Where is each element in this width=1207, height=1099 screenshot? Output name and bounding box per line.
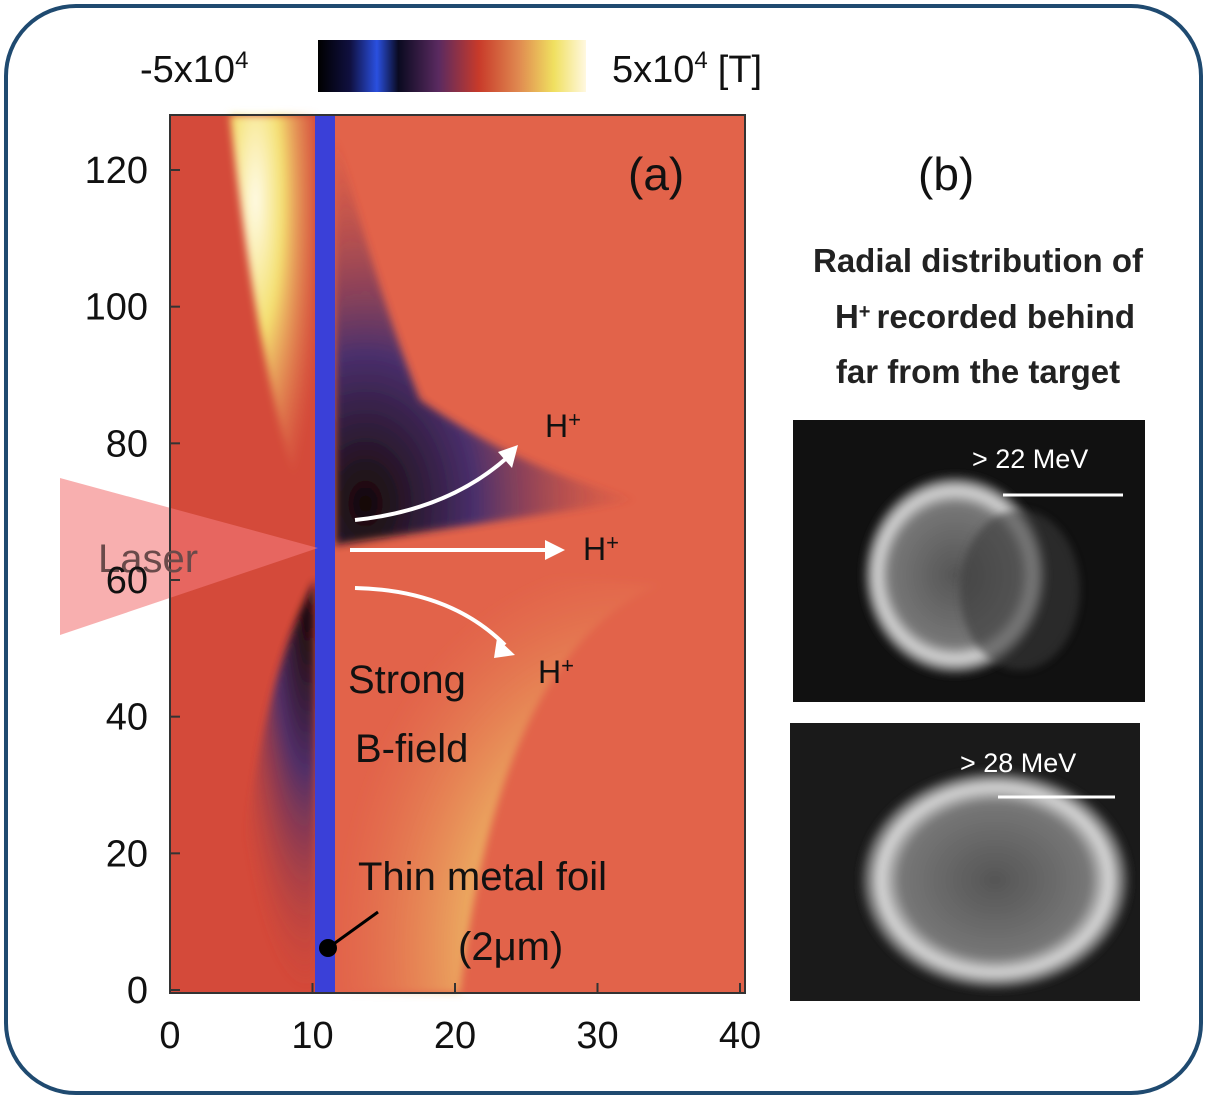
ion: H (835, 298, 859, 335)
x-tick-label: 30 (576, 1015, 618, 1057)
x-tick-label: 40 (719, 1015, 761, 1057)
colorbar-min: -5x104 (140, 47, 248, 91)
foil-label: Thin metal foil (358, 855, 607, 899)
charge: + (568, 407, 581, 432)
detector-image: > 28 MeV (790, 723, 1140, 1001)
caption: Radial distribution of (813, 242, 1144, 279)
x-tick-label: 20 (434, 1015, 476, 1057)
ion: H (583, 531, 606, 567)
colorbar: -5x104 5x104[T] (140, 40, 762, 92)
max-exp: 4 (694, 47, 707, 74)
panel-label: (b) (918, 148, 974, 200)
colorbar-scale (318, 40, 586, 92)
ion: H (545, 408, 568, 444)
y-tick-label: 80 (106, 423, 148, 465)
x-tick-label: 0 (159, 1015, 180, 1057)
caption: far from the target (836, 353, 1120, 390)
x-tick-label: 10 (291, 1015, 333, 1057)
foil-label: (2μm) (458, 925, 563, 969)
energy-label: > 28 MeV (960, 748, 1076, 778)
y-tick-label: 20 (106, 833, 148, 875)
y-tick-label: 100 (85, 287, 148, 329)
y-tick-label: 120 (85, 150, 148, 192)
y-tick-label: 0 (127, 970, 148, 1012)
detector-image: > 22 MeV (793, 420, 1145, 702)
colorbar-max: 5x104 [T] (612, 47, 762, 91)
unit: [T] (718, 49, 762, 91)
min-base: -5x10 (140, 49, 235, 91)
ion: H (538, 654, 561, 690)
charge: + (561, 653, 574, 678)
b-field-label: B-field (355, 727, 468, 771)
caption-text: recorded behind (876, 298, 1135, 335)
max-base: 5x10 (612, 49, 694, 91)
min-exp: 4 (235, 47, 248, 74)
charge: + (606, 530, 619, 555)
y-tick-label: 40 (106, 697, 148, 739)
panel-label: (a) (628, 148, 684, 200)
caption: H+recorded behind (835, 298, 1135, 335)
charge: + (859, 301, 871, 323)
y-tick-label: 60 (106, 560, 148, 602)
figure: -5x104 5x104[T] (a) Laser H+ H+ H+ Stron… (0, 0, 1207, 1099)
b-field-label: Strong (348, 658, 466, 702)
foil (315, 115, 335, 993)
energy-label: > 22 MeV (972, 444, 1088, 474)
